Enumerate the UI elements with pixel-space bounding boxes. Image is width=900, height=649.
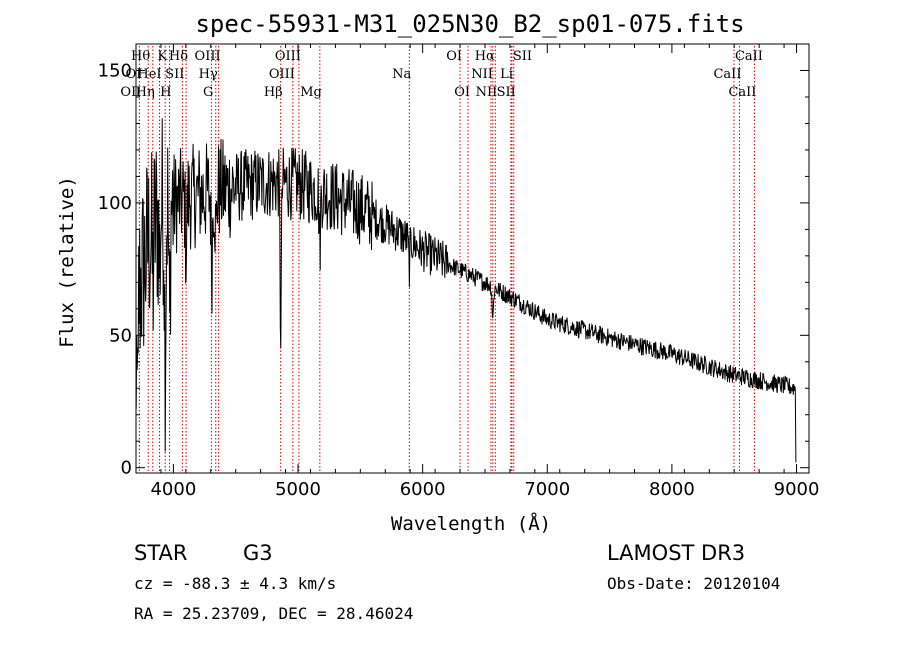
spectral-line-label: OII <box>120 85 141 100</box>
spectral-line-label: H <box>160 85 171 100</box>
spectral-line-labels: Hθ K Hδ OIII OIII OI Hα SII CaII OI HeI SII Hγ OIII Na… <box>120 49 763 100</box>
x-axis-label: Wavelength (Å) <box>391 512 551 535</box>
spectral-line-label: K <box>157 49 167 64</box>
plot-frame <box>135 43 810 474</box>
object-class: STAR <box>134 541 187 565</box>
x-axis-ticks: 4000 5000 6000 7000 8000 9000 <box>135 44 820 500</box>
coordinates: RA = 25.23709, DEC = 28.46024 <box>134 604 413 623</box>
y-tick-label: 150 <box>98 60 132 81</box>
x-tick-label: 5000 <box>275 479 321 500</box>
spectral-line-label: HeI <box>137 67 161 82</box>
spectral-line-label: Li <box>500 67 513 82</box>
spectral-line-label: SII <box>513 49 532 64</box>
spectral-line-label: CaII <box>728 85 756 100</box>
spectral-line-label: SII <box>497 85 516 100</box>
spectral-line-label: Hθ <box>131 49 150 64</box>
spectral-line-label: Na <box>392 67 411 82</box>
spectral-line-label: CaII <box>735 49 763 64</box>
y-tick-label: 100 <box>98 193 132 214</box>
spectral-line-label: Hβ <box>264 85 283 100</box>
spectral-line-label: CaII <box>713 67 741 82</box>
spectral-line-label: Hγ <box>199 67 218 82</box>
object-subclass: G3 <box>243 541 273 565</box>
spectral-line-label: Hδ <box>169 49 188 64</box>
observation-date: Obs-Date: 20120104 <box>607 574 780 593</box>
x-tick-label: 9000 <box>774 479 820 500</box>
spectral-line-label: Hα <box>475 49 495 64</box>
spectrum-trace <box>135 118 797 463</box>
spectral-line-label: OIII <box>269 67 295 82</box>
redshift-velocity: cz = -88.3 ± 4.3 km/s <box>134 574 336 593</box>
chart-title: spec-55931-M31_025N30_B2_sp01-075.fits <box>195 10 744 38</box>
spectral-line-label: SII <box>165 67 184 82</box>
x-tick-label: 6000 <box>400 479 446 500</box>
y-tick-label: 50 <box>109 325 132 346</box>
spectral-line-label: NII <box>471 67 493 82</box>
x-tick-label: 7000 <box>524 479 570 500</box>
spectral-line-label: G <box>203 85 213 100</box>
x-tick-label: 8000 <box>649 479 695 500</box>
spectral-line-label: Hη <box>136 85 155 100</box>
spectral-line-label: OIII <box>195 49 221 64</box>
spectral-line-label: OIII <box>275 49 301 64</box>
survey-name: LAMOST DR3 <box>607 541 745 565</box>
spectral-line-label: Mg <box>300 85 322 100</box>
spectral-line-label: OI <box>454 85 470 100</box>
spectral-line-label: NII <box>476 85 498 100</box>
spectral-line-label: OI <box>446 49 462 64</box>
y-axis-label: Flux (relative) <box>56 176 78 348</box>
x-tick-label: 4000 <box>150 479 196 500</box>
y-axis-ticks: 0 50 100 150 <box>98 60 809 479</box>
y-tick-label: 0 <box>121 458 132 479</box>
